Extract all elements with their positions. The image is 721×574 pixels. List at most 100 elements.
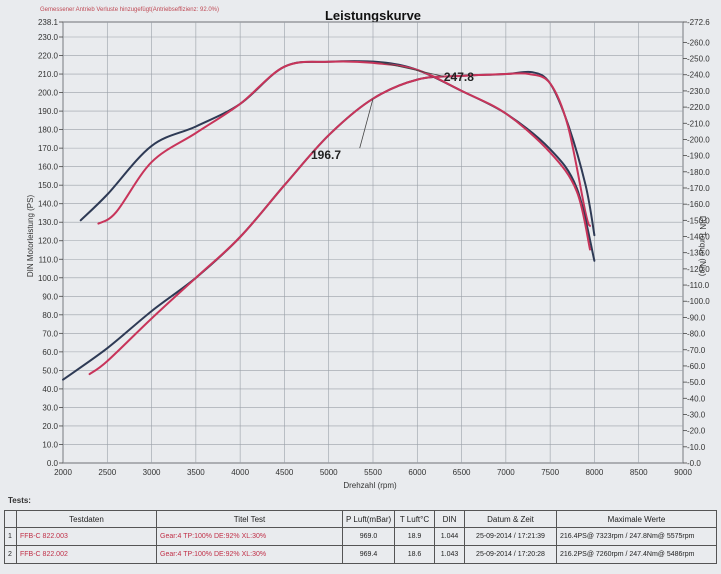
y2-tick-label: -190.0 (687, 152, 710, 161)
x-tick-label: 9000 (674, 468, 692, 477)
power-curve-chart: Gemessener Antrieb Verluste hinzugefügt(… (26, 7, 711, 490)
y-tick-label: 230.0 (38, 33, 59, 42)
x-tick-label: 6000 (408, 468, 426, 477)
y2-tick-label: -250.0 (687, 55, 710, 64)
y2-tick-label: -120.0 (687, 265, 710, 274)
tests-header-row: Testdaten Titel Test P Luft(mBar) T Luft… (4, 510, 717, 528)
y-tick-label: 110.0 (39, 255, 59, 264)
y-tick-label: 170.0 (38, 144, 59, 153)
y2-tick-label: -40.0 (687, 394, 706, 403)
y-tick-label: 0.0 (47, 459, 59, 468)
y2-tick-label: -60.0 (687, 362, 706, 371)
y-tick-label: 90.0 (42, 292, 58, 301)
series-line-2-power (88, 72, 591, 376)
y-tick-label: 238.1 (38, 18, 59, 27)
header-p-luft: P Luft(mBar) (342, 510, 395, 528)
tests-label: Tests: (8, 496, 31, 505)
x-tick-label: 7500 (541, 468, 559, 477)
table-row[interactable]: 1 FFB-C 822.003 Gear:4 TP:100% DE:92% XL… (4, 527, 717, 546)
y2-tick-label: -240.0 (687, 71, 710, 80)
header-titel-test: Titel Test (156, 510, 343, 528)
x-tick-label: 3500 (187, 468, 205, 477)
y-tick-label: 140.0 (38, 200, 59, 209)
y-tick-label: 20.0 (42, 422, 58, 431)
y2-tick-label: -10.0 (687, 443, 706, 452)
annotation-torque: 247.8 (444, 70, 474, 84)
row-t-luft: 18.6 (394, 545, 435, 564)
header-index (4, 510, 17, 528)
y-axis-right: -0.0 -10.0 -20.0 -30.0 -40.0 -50.0 -60.0 -70.0 -… (683, 18, 710, 468)
y-tick-label: 50.0 (42, 366, 58, 375)
y2-tick-label: -20.0 (687, 427, 706, 436)
y2-tick-label: -80.0 (687, 330, 706, 339)
row-din: 1.044 (434, 527, 465, 546)
series-line-4-torque (97, 60, 591, 251)
row-t-luft: 18.9 (394, 527, 435, 546)
x-tick-label: 5500 (364, 468, 382, 477)
x-tick-label: 2000 (54, 468, 72, 477)
y2-tick-label: -200.0 (687, 135, 710, 144)
y2-tick-label: -220.0 (687, 103, 710, 112)
x-tick-label: 7000 (497, 468, 515, 477)
annotation-leader (379, 61, 444, 77)
y-axis-right-label: DIN Torque (Nm) (698, 216, 707, 277)
y2-tick-label: -210.0 (687, 119, 710, 128)
y2-tick-label: -180.0 (687, 168, 710, 177)
x-tick-label: 4000 (231, 468, 249, 477)
y2-tick-label: -150.0 (687, 216, 710, 225)
y-tick-label: 220.0 (38, 52, 59, 61)
y2-tick-label: -0.0 (687, 459, 701, 468)
header-datum-zeit: Datum & Zeit (464, 510, 557, 528)
x-axis: 2000 2500 3000 3500 4000 4500 5000 5500 6000 6500… (54, 468, 692, 477)
y2-tick-label: -260.0 (687, 38, 710, 47)
annotations: 196.7 247.8 (311, 61, 474, 162)
header-maximale-werte: Maximale Werte (556, 510, 717, 528)
y-tick-label: 10.0 (42, 440, 58, 449)
row-index: 1 (4, 527, 17, 546)
y-axis-left-label: DIN Motorleistung (PS) (26, 195, 35, 278)
y-tick-label: 190.0 (38, 107, 59, 116)
annotation-power: 196.7 (311, 148, 341, 162)
y-tick-label: 160.0 (38, 163, 59, 172)
row-maximale-werte: 216.4PS@ 7323rpm / 247.8Nm@ 5575rpm (556, 527, 717, 546)
x-tick-label: 4500 (276, 468, 294, 477)
y2-tick-label: -100.0 (687, 297, 710, 306)
y2-tick-label: -90.0 (687, 313, 706, 322)
x-tick-label: 5000 (320, 468, 338, 477)
row-datum-zeit: 25-09-2014 / 17:20:28 (464, 545, 557, 564)
row-titel-test: Gear:4 TP:100% DE:92% XL:30% (156, 527, 343, 546)
y2-tick-label: -140.0 (687, 233, 710, 242)
y2-tick-label: -230.0 (687, 87, 710, 96)
y-tick-label: 180.0 (38, 126, 59, 135)
row-p-luft: 969.0 (342, 527, 395, 546)
header-t-luft: T Luft°C (394, 510, 435, 528)
y-tick-label: 70.0 (42, 329, 58, 338)
header-testdaten: Testdaten (16, 510, 157, 528)
x-tick-label: 8000 (586, 468, 604, 477)
y2-tick-label: -70.0 (687, 346, 706, 355)
y2-tick-label: -170.0 (687, 184, 710, 193)
annotation-leader (359, 98, 374, 149)
grid-lines (62, 21, 684, 464)
x-axis-label: Drehzahl (rpm) (343, 481, 397, 490)
chart-title: Leistungskurve (325, 8, 421, 23)
y-tick-label: 100.0 (38, 274, 59, 283)
y-tick-label: 30.0 (42, 403, 58, 412)
y-tick-label: 80.0 (42, 311, 58, 320)
x-tick-label: 3000 (143, 468, 161, 477)
table-row[interactable]: 2 FFB-C 822.002 Gear:4 TP:100% DE:92% XL… (4, 545, 717, 564)
y-tick-label: 40.0 (42, 385, 58, 394)
y-tick-label: 200.0 (38, 89, 59, 98)
header-din: DIN (434, 510, 465, 528)
row-testdaten: FFB-C 822.003 (16, 527, 157, 546)
y2-tick-label: -160.0 (687, 200, 710, 209)
y-tick-label: 210.0 (38, 70, 59, 79)
x-tick-label: 8500 (630, 468, 648, 477)
row-p-luft: 969.4 (342, 545, 395, 564)
y-tick-label: 150.0 (38, 181, 59, 190)
y2-tick-label: -272.6 (687, 18, 710, 27)
y2-tick-label: -110.0 (687, 281, 710, 290)
row-datum-zeit: 25-09-2014 / 17:21:39 (464, 527, 557, 546)
row-index: 2 (4, 545, 17, 564)
y-axis-left: 0.0 10.0 20.0 30.0 40.0 50.0 60.0 70.0 80.0 90.0 1… (38, 18, 63, 468)
